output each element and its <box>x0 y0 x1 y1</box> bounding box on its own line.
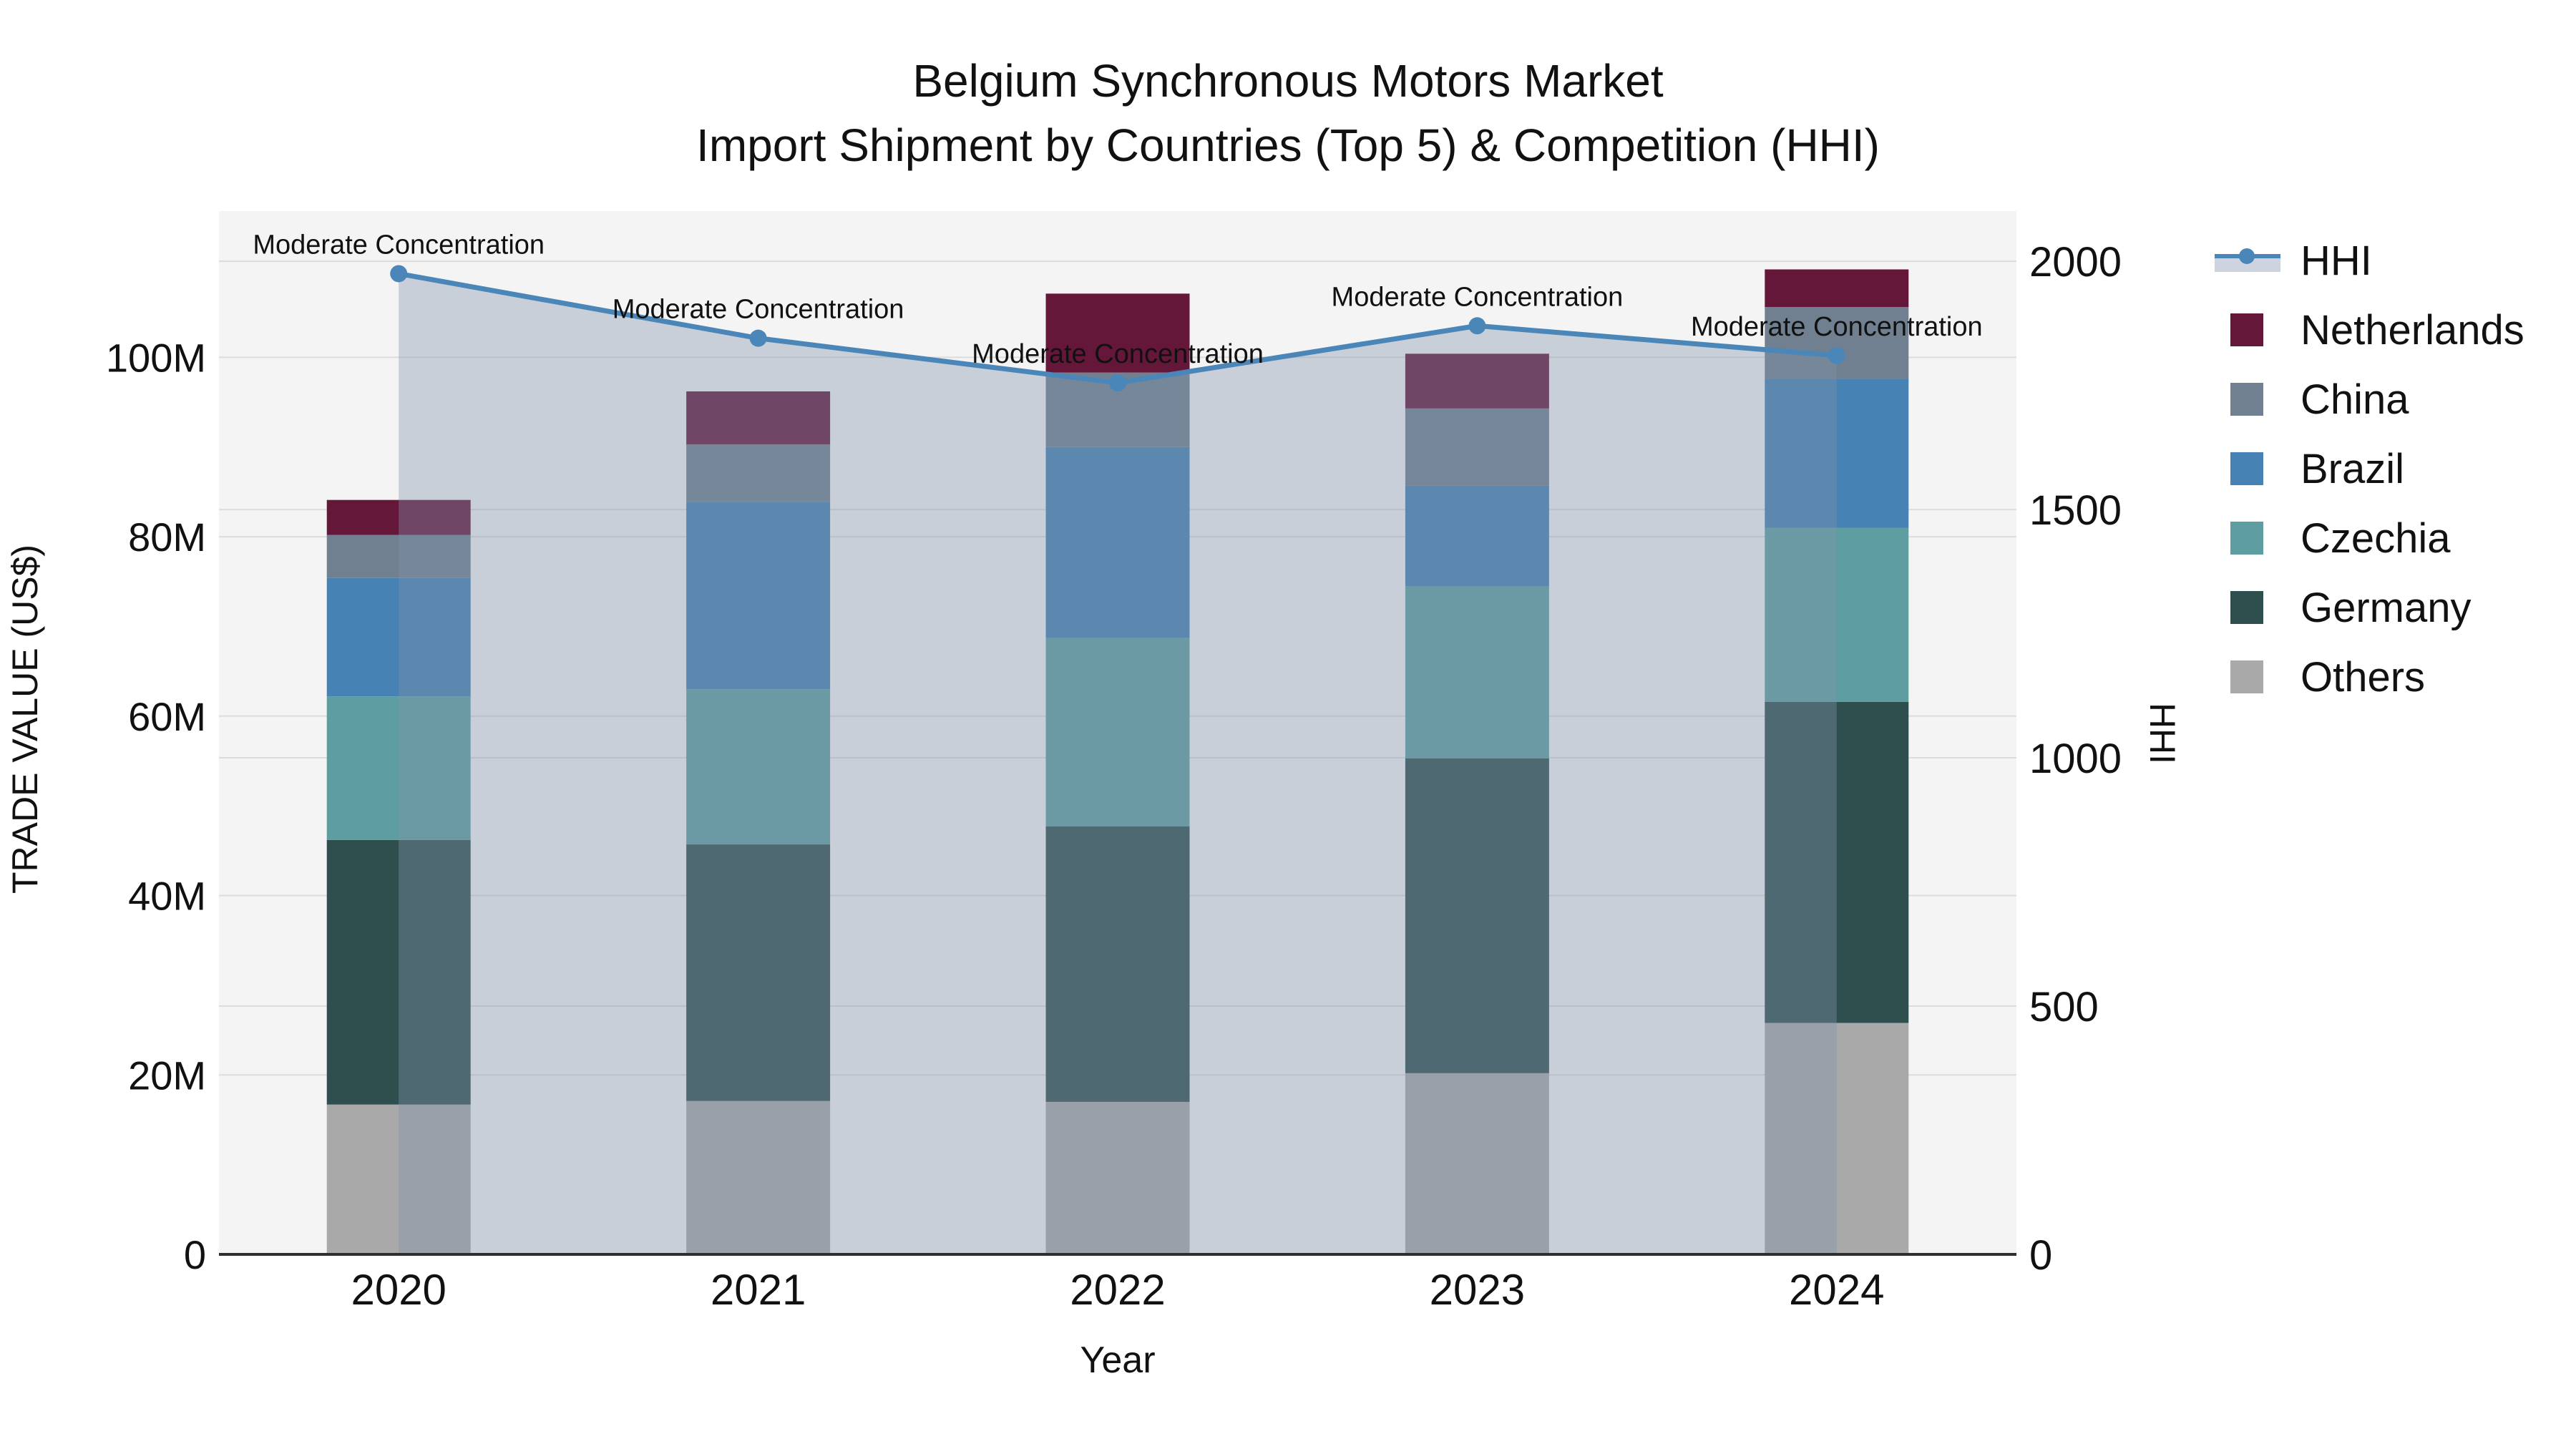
x-axis-tick-2023: 2023 <box>1430 1266 1525 1314</box>
bar-segment-netherlands-2022 <box>1045 293 1190 373</box>
legend-netherlands-key <box>2215 311 2295 348</box>
x-axis-tick-2021: 2021 <box>711 1266 806 1314</box>
legend-label-czechia: Czechia <box>2301 514 2451 562</box>
bar-segment-brazil-2024 <box>1765 379 1909 528</box>
bar-segment-others-2022 <box>1045 1101 1190 1254</box>
x-axis-tick-2020: 2020 <box>351 1266 446 1314</box>
legend-item-czechia: Czechia <box>2215 514 2524 562</box>
annotation-2020: Moderate Concentration <box>253 230 545 260</box>
chart-title-line2: Import Shipment by Countries (Top 5) & C… <box>696 119 1880 171</box>
left-axis-tick-80M: 80M <box>128 514 206 560</box>
legend-item-netherlands: Netherlands <box>2215 306 2524 353</box>
x-axis-tick-2024: 2024 <box>1789 1266 1884 1314</box>
legend-swatch-others <box>2230 660 2263 693</box>
legend-item-others: Others <box>2215 653 2524 701</box>
legend-label-brazil: Brazil <box>2301 445 2405 492</box>
bar-segment-germany-2024 <box>1765 701 1909 1023</box>
bar-segment-czechia-2024 <box>1765 527 1909 702</box>
legend-others-key <box>2215 658 2295 696</box>
legend-item-china: China <box>2215 376 2524 423</box>
x-axis-title: Year <box>1080 1340 1155 1381</box>
hhi-marker-2023 <box>1468 317 1486 335</box>
bar-segment-germany-2023 <box>1405 758 1549 1073</box>
right-axis-title: HHI <box>2142 703 2182 764</box>
legend-swatch-netherlands <box>2230 313 2263 346</box>
bar-segment-germany-2022 <box>1045 826 1190 1102</box>
legend-swatch-brazil <box>2230 452 2263 485</box>
right-axis-tick-1500: 1500 <box>2029 487 2122 534</box>
bar-segment-china-2021 <box>686 444 831 502</box>
legend-swatch-china <box>2230 383 2263 416</box>
legend-hhi-key <box>2215 242 2295 279</box>
annotation-2023: Moderate Concentration <box>1332 282 1624 312</box>
bar-segment-others-2020 <box>326 1104 471 1254</box>
hhi-marker-2021 <box>749 329 767 347</box>
legend-czechia-key <box>2215 519 2295 557</box>
left-axis-tick-100M: 100M <box>106 335 206 380</box>
bar-segment-others-2021 <box>686 1101 831 1254</box>
bar-segment-china-2023 <box>1405 408 1549 486</box>
legend-item-hhi: HHI <box>2215 238 2524 284</box>
legend-item-brazil: Brazil <box>2215 446 2524 492</box>
bar-segment-netherlands-2020 <box>326 499 471 535</box>
bar-segment-brazil-2022 <box>1045 447 1190 638</box>
bar-segment-czechia-2023 <box>1405 586 1549 758</box>
legend-label-others: Others <box>2301 653 2426 701</box>
annotation-2021: Moderate Concentration <box>613 295 904 325</box>
hhi-area-fill <box>399 273 1837 1254</box>
legend-swatch-czechia <box>2230 522 2263 555</box>
bar-segment-netherlands-2023 <box>1405 353 1549 409</box>
right-axis-tick-2000: 2000 <box>2029 239 2122 286</box>
bar-segment-germany-2020 <box>326 839 471 1105</box>
chart-title: Belgium Synchronous Motors Market Import… <box>0 49 2576 177</box>
bar-segment-brazil-2023 <box>1405 485 1549 587</box>
bar-segment-czechia-2020 <box>326 696 471 840</box>
left-axis-tick-60M: 60M <box>128 694 206 739</box>
right-axis-tick-500: 500 <box>2029 984 2099 1030</box>
bar-segment-germany-2021 <box>686 844 831 1101</box>
hhi-marker-2020 <box>390 265 408 283</box>
annotation-2022: Moderate Concentration <box>972 339 1264 369</box>
x-axis-tick-2022: 2022 <box>1070 1266 1165 1314</box>
bar-segment-china-2024 <box>1765 307 1909 379</box>
bar-segment-brazil-2020 <box>326 577 471 697</box>
bar-segment-czechia-2021 <box>686 689 831 845</box>
legend-label-hhi: HHI <box>2301 237 2372 284</box>
right-axis-tick-0: 0 <box>2029 1232 2052 1279</box>
legend-item-germany: Germany <box>2215 585 2524 631</box>
legend-china-key <box>2215 381 2295 418</box>
bar-segment-others-2024 <box>1765 1023 1909 1254</box>
chart-title-line1: Belgium Synchronous Motors Market <box>912 55 1664 107</box>
left-axis-tick-40M: 40M <box>128 874 206 919</box>
legend-label-netherlands: Netherlands <box>2301 306 2524 353</box>
right-axis-tick-1000: 1000 <box>2029 736 2122 782</box>
legend-label-germany: Germany <box>2301 584 2472 631</box>
left-axis-tick-0: 0 <box>184 1232 206 1277</box>
bar-segment-netherlands-2024 <box>1765 269 1909 308</box>
legend-germany-key <box>2215 589 2295 626</box>
hhi-marker-2022 <box>1109 374 1126 392</box>
left-axis-title: TRADE VALUE (US$) <box>5 545 45 894</box>
legend-label-china: China <box>2301 376 2409 423</box>
bar-segment-others-2023 <box>1405 1073 1549 1254</box>
bar-segment-brazil-2021 <box>686 502 831 690</box>
left-axis-tick-20M: 20M <box>128 1053 206 1098</box>
annotation-2024: Moderate Concentration <box>1691 312 1983 342</box>
bar-segment-czechia-2022 <box>1045 638 1190 827</box>
legend-hhi-marker-icon <box>2239 248 2255 264</box>
bar-segment-china-2020 <box>326 535 471 578</box>
legend-hhi-band <box>2215 258 2280 272</box>
legend: HHI Netherlands China Brazil Czechia Ger… <box>2215 238 2524 701</box>
hhi-marker-2024 <box>1828 346 1845 364</box>
bar-segment-netherlands-2021 <box>686 391 831 444</box>
legend-swatch-germany <box>2230 591 2263 624</box>
legend-brazil-key <box>2215 450 2295 487</box>
